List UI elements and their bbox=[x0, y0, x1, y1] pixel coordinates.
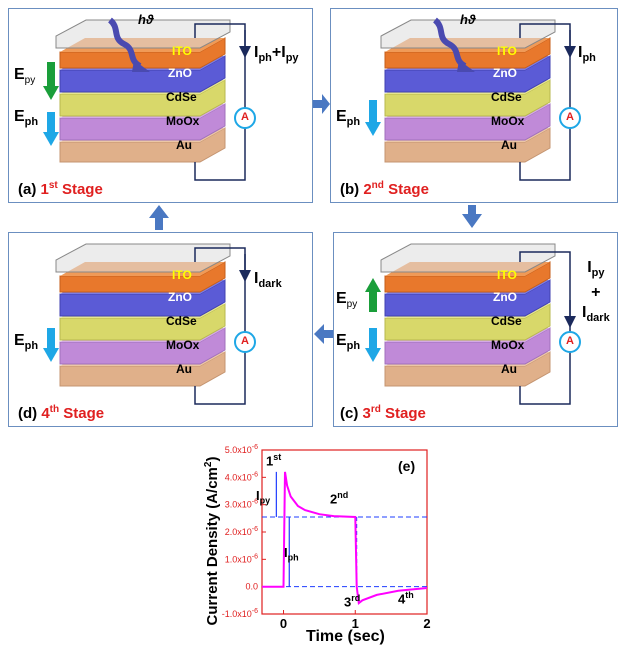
panel-d-ammeter bbox=[234, 331, 256, 353]
x-tick-labels: 0 1 2 bbox=[280, 610, 431, 631]
panel-d-circuit-wire bbox=[194, 247, 246, 405]
y-tick-label: 1.0x10-6 bbox=[225, 553, 258, 564]
panel-a-current-label: Iph+Ipy bbox=[254, 44, 299, 65]
device-diagrams bbox=[43, 17, 581, 405]
panel-a-photon-icon bbox=[107, 17, 150, 72]
panel-d-current-label: Idark bbox=[254, 270, 282, 291]
x-tick-label: 1 bbox=[352, 616, 359, 631]
panel-a-stage-label: (a) 1st Stage bbox=[18, 180, 103, 198]
panel-c-epy-label: Epy bbox=[336, 290, 358, 311]
y-tick-label: -1.0x10-6 bbox=[222, 608, 258, 619]
annotation-4th: 4th bbox=[398, 590, 414, 607]
y-axis-label: Current Density (A/cm2) bbox=[203, 456, 221, 626]
panel-c-eph-arrow bbox=[369, 328, 377, 350]
panel-c-ammeter bbox=[559, 331, 581, 353]
panel-a-stack bbox=[55, 19, 231, 163]
panel-a-epy-label: Epy bbox=[14, 66, 36, 87]
panel-b-eph-arrow bbox=[369, 100, 377, 124]
current-density-chart: 5.0x10-6 4.0x10-6 3.0x10-6 2.0x10-6 1.0x10-6… bbox=[222, 444, 431, 631]
panel-d-eph-arrow bbox=[47, 328, 55, 350]
y-tick-labels: 5.0x10-6 4.0x10-6 3.0x10-6 2.0x10-6 1.0x10-6… bbox=[222, 444, 266, 619]
glass-cover bbox=[55, 19, 231, 49]
panel-b-eph-label: Eph bbox=[336, 108, 361, 129]
flow-arrow-d-to-a bbox=[149, 205, 169, 230]
panel-b-stack bbox=[380, 19, 556, 163]
annotation-iph: Iph bbox=[284, 545, 299, 563]
x-tick-label: 0 bbox=[280, 616, 287, 631]
flow-arrow-c-to-d bbox=[314, 324, 333, 344]
annotation-2nd: 2nd bbox=[330, 490, 349, 507]
panel-c-eph-label: Eph bbox=[336, 332, 361, 353]
annotation-ipy: Ipy bbox=[256, 488, 271, 506]
panel-b-ammeter bbox=[559, 107, 581, 129]
x-tick-label: 2 bbox=[423, 616, 430, 631]
panel-b-photon-icon bbox=[432, 17, 475, 72]
y-tick-label: 4.0x10-6 bbox=[225, 471, 258, 482]
annotation-3rd: 3rd bbox=[344, 593, 361, 610]
panel-a-ammeter bbox=[234, 107, 256, 129]
panel-c-stack bbox=[380, 243, 556, 387]
flow-arrow-a-to-b bbox=[313, 94, 330, 114]
panel-a-epy-arrow bbox=[47, 62, 55, 88]
flow-arrow-b-to-c bbox=[462, 205, 482, 228]
x-axis-label: Time (sec) bbox=[306, 628, 385, 645]
y-tick-label: 2.0x10-6 bbox=[225, 526, 258, 537]
panel-d-stack bbox=[55, 243, 231, 387]
panel-d-stage-label: (d) 4th Stage bbox=[18, 404, 105, 422]
chart-panel-label: (e) bbox=[398, 458, 416, 474]
panel-c-stage-label: (c) 3rd Stage bbox=[340, 404, 426, 422]
panel-c-current-label: Ipy + Idark bbox=[582, 259, 610, 325]
annotation-1st: 1st bbox=[266, 452, 282, 469]
current-trace bbox=[262, 471, 428, 605]
panel-d-eph-label: Eph bbox=[14, 332, 39, 353]
y-tick-label: 0.0 bbox=[245, 582, 258, 592]
panel-c-circuit-wire bbox=[519, 251, 571, 405]
panel-a-eph-arrow bbox=[47, 112, 55, 134]
panel-b-stage-label: (b) 2nd Stage bbox=[340, 180, 429, 198]
panel-c-epy-arrow bbox=[365, 278, 381, 312]
y-tick-label: 5.0x10-6 bbox=[225, 444, 258, 455]
panel-a-eph-label: Eph bbox=[14, 108, 39, 129]
y-tick-label: 3.0x10-6 bbox=[225, 499, 258, 510]
panel-b-current-label: Iph bbox=[578, 44, 596, 65]
panel-b-circuit-wire bbox=[519, 23, 571, 181]
